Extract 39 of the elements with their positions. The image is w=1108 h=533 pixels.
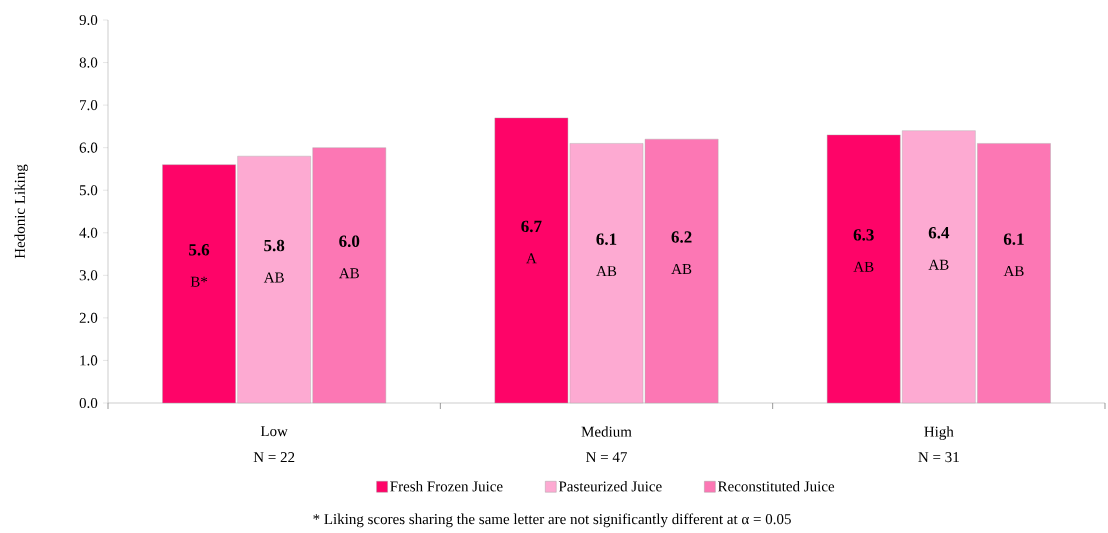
annotation: AB bbox=[338, 268, 359, 279]
annotation: AB bbox=[263, 272, 284, 283]
x-tick-label: Low bbox=[260, 426, 288, 437]
annotation: AB bbox=[853, 261, 874, 272]
x-tick-label: Medium bbox=[581, 426, 632, 437]
data-label: 5.6 bbox=[189, 244, 210, 256]
text: * Liking scores sharing the same letter are not significantly different at α = 0.05 bbox=[313, 513, 791, 528]
y-tick-label: 9.0 bbox=[79, 14, 98, 26]
y-tick-label: 8.0 bbox=[79, 57, 98, 68]
x-tick-label: High bbox=[924, 426, 954, 440]
text: N = 22 bbox=[253, 452, 295, 462]
text: N = 31 bbox=[918, 452, 959, 463]
y-tick-label: 7.0 bbox=[80, 100, 98, 111]
legend-label: Pasteurized Juice bbox=[558, 480, 662, 492]
y-tick-label: 6.0 bbox=[79, 142, 98, 153]
y-tick-label: 0.0 bbox=[79, 397, 98, 409]
text: N = 47 bbox=[586, 452, 627, 462]
y-tick-label: 3.0 bbox=[79, 270, 98, 281]
y-tick-label: 4.0 bbox=[79, 227, 98, 238]
annotation: AB bbox=[596, 266, 617, 277]
y-axis-title: Hedonic Liking bbox=[14, 164, 29, 259]
data-label: 6.1 bbox=[1003, 233, 1024, 245]
data-label: 6.1 bbox=[596, 233, 617, 245]
y-tick-label: 5.0 bbox=[79, 185, 98, 196]
y-tick-label: 2.0 bbox=[79, 312, 98, 323]
annotation: AB bbox=[671, 263, 692, 274]
y-tick-label: 1.0 bbox=[80, 355, 98, 366]
data-label: 6.2 bbox=[671, 231, 692, 243]
legend-label: Reconstituted Juice bbox=[717, 480, 835, 492]
data-label: 6.7 bbox=[521, 220, 542, 233]
data-label: 6.0 bbox=[339, 235, 360, 248]
annotation: A bbox=[526, 253, 537, 264]
annotation: AB bbox=[928, 259, 949, 270]
annotation: B* bbox=[190, 276, 208, 287]
data-label: 5.8 bbox=[264, 239, 285, 252]
annotation: AB bbox=[1003, 266, 1024, 277]
data-label: 6.4 bbox=[928, 227, 950, 239]
data-label: 6.3 bbox=[853, 229, 874, 241]
legend-label: Fresh Frozen Juice bbox=[390, 480, 503, 492]
